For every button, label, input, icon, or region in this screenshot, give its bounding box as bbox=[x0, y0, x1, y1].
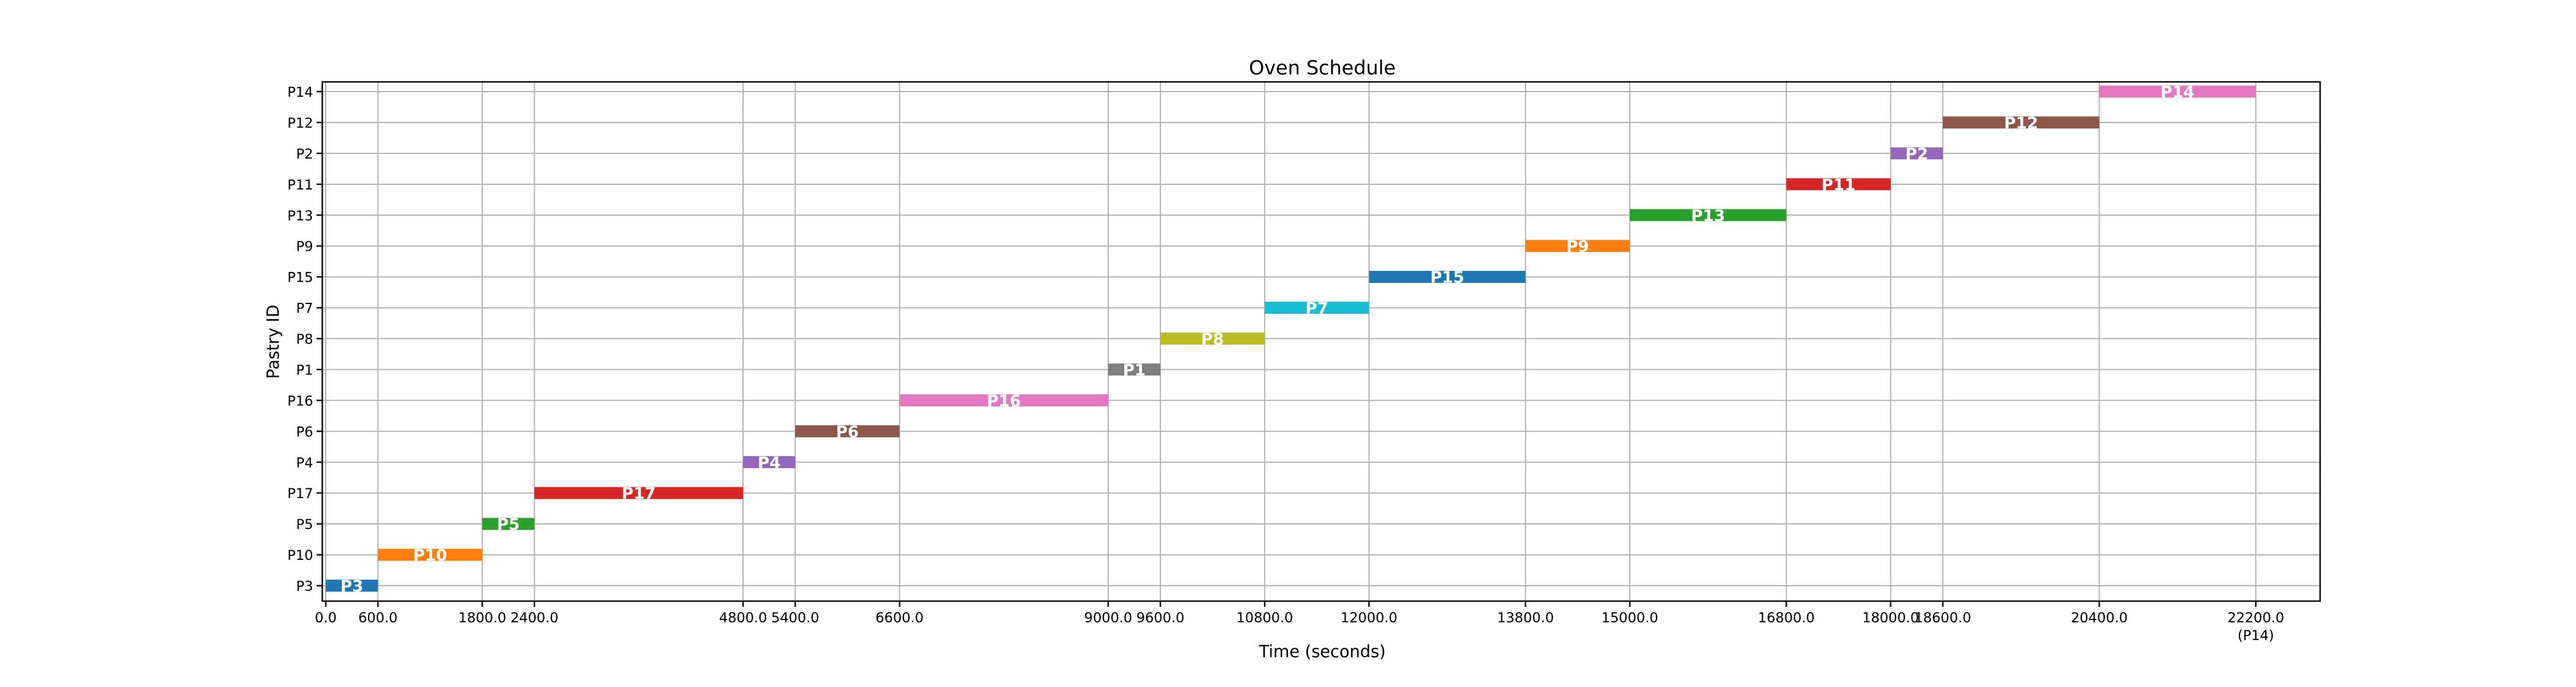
y-tick-label: P5 bbox=[296, 516, 313, 532]
gantt-bar-p6 bbox=[795, 425, 900, 437]
gantt-bar-label: P14 bbox=[2160, 82, 2195, 101]
gantt-bar-label: P1 bbox=[1123, 360, 1145, 379]
gantt-bar-label: P2 bbox=[1905, 144, 1928, 163]
x-tick-label: 12000.0 bbox=[1341, 610, 1397, 626]
x-tick-label: 9600.0 bbox=[1136, 610, 1184, 626]
y-tick-label: P13 bbox=[287, 208, 313, 224]
gantt-bar-label: P12 bbox=[2004, 113, 2038, 132]
y-tick-label: P10 bbox=[287, 547, 313, 563]
x-tick-label: 16800.0 bbox=[1758, 610, 1815, 626]
y-tick-label: P16 bbox=[287, 393, 313, 409]
gantt-bar-label: P17 bbox=[622, 484, 656, 503]
x-tick-label: 10800.0 bbox=[1236, 610, 1293, 626]
gantt-bar-label: P9 bbox=[1566, 237, 1589, 256]
gantt-bar-p10 bbox=[378, 548, 483, 561]
x-axis-label: Time (seconds) bbox=[1258, 642, 1385, 661]
y-tick-label: P11 bbox=[287, 177, 313, 193]
y-tick-label: P12 bbox=[287, 115, 313, 131]
x-tick-label: 4800.0 bbox=[719, 610, 767, 626]
gantt-bar-p17 bbox=[534, 487, 744, 499]
gantt-bar-label: P11 bbox=[1822, 175, 1856, 194]
gantt-bar-p4 bbox=[743, 456, 796, 468]
y-tick-label: P14 bbox=[287, 84, 313, 100]
y-tick-label: P3 bbox=[296, 578, 313, 594]
y-tick-label: P15 bbox=[287, 270, 313, 286]
x-tick-label: 18600.0 bbox=[1914, 610, 1971, 626]
gantt-bar-p2 bbox=[1890, 147, 1943, 160]
gantt-bar-p15 bbox=[1369, 271, 1526, 283]
gantt-bar-label: P16 bbox=[987, 391, 1021, 410]
gantt-bar-p16 bbox=[899, 394, 1108, 406]
gantt-bar-label: P8 bbox=[1201, 330, 1224, 349]
gantt-bar-p12 bbox=[1942, 116, 2100, 129]
gantt-bar-label: P7 bbox=[1305, 299, 1328, 318]
gantt-bar-p7 bbox=[1265, 302, 1369, 314]
x-tick-label: 600.0 bbox=[358, 610, 398, 626]
grid-layer bbox=[322, 82, 2320, 601]
gantt-bar-p8 bbox=[1160, 333, 1265, 345]
x-tick-label: 6600.0 bbox=[875, 610, 923, 626]
y-tick-label: P6 bbox=[296, 424, 313, 440]
x-tick-label: 15000.0 bbox=[1602, 610, 1658, 626]
gantt-bar-label: P10 bbox=[413, 546, 448, 564]
plot-frame bbox=[321, 81, 2321, 602]
gantt-bar-label: P13 bbox=[1691, 206, 1725, 225]
x-tick-label: 2400.0 bbox=[511, 610, 559, 626]
x-tick-label: 1800.0 bbox=[458, 610, 506, 626]
chart-title: Oven Schedule bbox=[1249, 57, 1396, 80]
x-tick-label: 9000.0 bbox=[1084, 610, 1132, 626]
gantt-bar-label: P6 bbox=[836, 422, 859, 441]
bars-layer: P3 P10 P5 P17 P4 P6 P16 P1 P8 P7 P15 P9 P13 P11 P2 P12 P… bbox=[326, 82, 2256, 595]
y-axis-label: Pastry ID bbox=[263, 305, 283, 379]
y-tick-label: P7 bbox=[296, 301, 313, 317]
x-tick-label: 18000.0 bbox=[1862, 610, 1919, 626]
gantt-bar-label: P15 bbox=[1430, 268, 1464, 287]
gantt-bar-label: P5 bbox=[497, 515, 520, 534]
x-tick-label: 22200.0 bbox=[2227, 610, 2284, 626]
gantt-bar-p5 bbox=[482, 518, 535, 530]
gantt-bar-label: P3 bbox=[341, 577, 364, 595]
y-tick-label: P2 bbox=[296, 146, 313, 162]
gantt-bar-p1 bbox=[1108, 363, 1161, 376]
gantt-bar-p11 bbox=[1786, 178, 1891, 191]
x-tick-sublabel: (P14) bbox=[2238, 627, 2274, 643]
gantt-bar-p9 bbox=[1525, 240, 1630, 252]
gantt-bar-label: P4 bbox=[758, 453, 781, 472]
gantt-bar-p14 bbox=[2099, 85, 2256, 98]
gantt-bar-p3 bbox=[326, 579, 378, 592]
ticks-layer: 0.0 600.0 1800.0 2400.0 4800.0 5400.0 6600.0 90… bbox=[287, 84, 2284, 643]
y-tick-label: P8 bbox=[296, 331, 313, 348]
x-tick-label: 5400.0 bbox=[771, 610, 819, 626]
y-tick-label: P9 bbox=[296, 239, 313, 255]
y-tick-label: P17 bbox=[287, 485, 313, 502]
gantt-bar-p13 bbox=[1630, 209, 1787, 222]
y-tick-label: P1 bbox=[296, 362, 313, 378]
x-tick-label: 20400.0 bbox=[2071, 610, 2128, 626]
x-tick-label: 0.0 bbox=[315, 610, 337, 626]
y-tick-label: P4 bbox=[296, 455, 313, 471]
x-tick-label: 13800.0 bbox=[1497, 610, 1554, 626]
